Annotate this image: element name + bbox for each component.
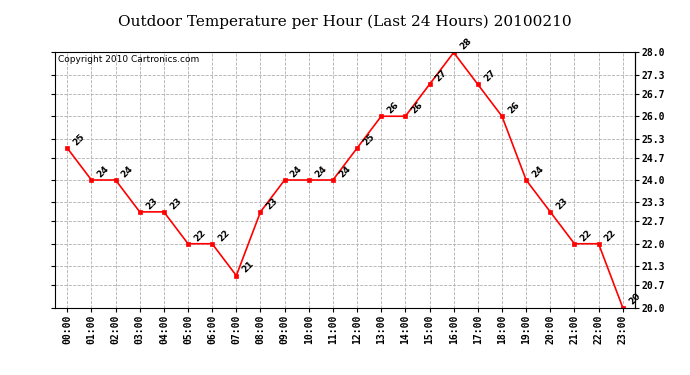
Text: 26: 26	[410, 100, 425, 116]
Text: 22: 22	[603, 228, 618, 243]
Text: 24: 24	[337, 164, 353, 179]
Text: 23: 23	[555, 196, 570, 211]
Text: 23: 23	[144, 196, 159, 211]
Text: 25: 25	[72, 132, 87, 147]
Text: 22: 22	[579, 228, 594, 243]
Text: 26: 26	[506, 100, 522, 116]
Text: 22: 22	[217, 228, 232, 243]
Text: Outdoor Temperature per Hour (Last 24 Hours) 20100210: Outdoor Temperature per Hour (Last 24 Ho…	[118, 15, 572, 29]
Text: 23: 23	[168, 196, 184, 211]
Text: Copyright 2010 Cartronics.com: Copyright 2010 Cartronics.com	[58, 55, 199, 64]
Text: 24: 24	[289, 164, 304, 179]
Text: 20: 20	[627, 292, 642, 307]
Text: 27: 27	[482, 68, 497, 84]
Text: 22: 22	[193, 228, 208, 243]
Text: 24: 24	[313, 164, 328, 179]
Text: 24: 24	[96, 164, 111, 179]
Text: 21: 21	[241, 260, 256, 275]
Text: 26: 26	[386, 100, 401, 116]
Text: 23: 23	[265, 196, 280, 211]
Text: 25: 25	[362, 132, 377, 147]
Text: 24: 24	[120, 164, 135, 179]
Text: 27: 27	[434, 68, 449, 84]
Text: 24: 24	[531, 164, 546, 179]
Text: 28: 28	[458, 36, 473, 52]
